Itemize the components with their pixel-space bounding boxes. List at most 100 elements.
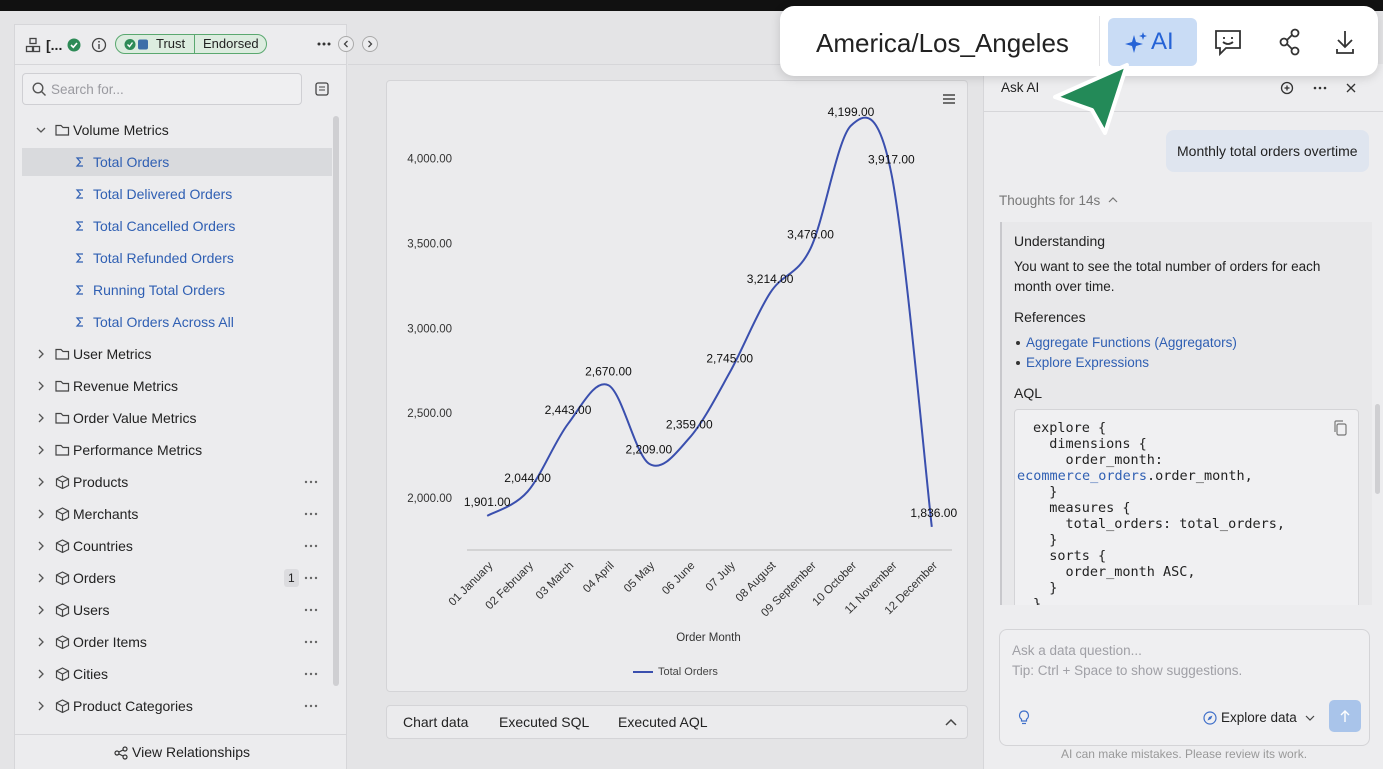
dot	[304, 608, 308, 612]
panel-title: Ask AI	[1001, 80, 1040, 95]
footer-label: View Relationships	[132, 744, 251, 760]
thoughts-toggle[interactable]: Thoughts for 14s	[999, 193, 1101, 208]
expand-icon[interactable]	[944, 717, 958, 727]
mode-select[interactable]: Explore data	[1221, 710, 1297, 725]
tree-icon	[38, 380, 70, 392]
tree-item[interactable]: Revenue Metrics	[73, 378, 179, 394]
code-line: }	[1033, 580, 1058, 596]
ai-button[interactable]: AI	[1108, 18, 1197, 66]
tree-icon	[38, 444, 70, 456]
count-badge: 1	[284, 569, 299, 587]
model-title: [...	[46, 37, 63, 53]
more-icon[interactable]	[316, 40, 332, 48]
tree-item[interactable]: Merchants	[73, 506, 139, 522]
reference-link[interactable]: Aggregate Functions (Aggregators)	[1026, 335, 1237, 350]
tree-item[interactable]: Products	[73, 474, 129, 490]
measure-icon	[75, 189, 83, 199]
code-line: measures {	[1033, 500, 1131, 516]
tab[interactable]: Executed AQL	[618, 714, 708, 730]
tree-item[interactable]: Performance Metrics	[73, 442, 203, 458]
dot	[304, 512, 308, 516]
tree-item[interactable]: Total Orders	[93, 154, 170, 170]
dot	[314, 704, 318, 708]
tree-item[interactable]: Product Categories	[73, 698, 193, 714]
sidebar: [... Trust Endorsed Search for... Volume…	[14, 24, 347, 769]
top-bar	[0, 0, 1383, 11]
y-tick-label: 3,500.00	[407, 238, 452, 250]
bulb-icon[interactable]	[1018, 710, 1030, 725]
tree-icon	[38, 412, 70, 424]
cube-icon	[55, 539, 70, 554]
dot	[309, 512, 313, 516]
tree-item[interactable]: Users	[73, 602, 110, 618]
chevron	[1305, 715, 1315, 721]
more-icon[interactable]	[304, 575, 318, 581]
more-icon[interactable]	[304, 639, 318, 645]
cube-icon	[55, 571, 70, 586]
input-box[interactable]: Ask a data question... Tip: Ctrl + Space…	[999, 629, 1370, 746]
more-icon[interactable]	[304, 703, 318, 709]
folder-icon	[55, 444, 70, 456]
divider	[15, 64, 346, 65]
timezone[interactable]: America/Los_Angeles	[816, 28, 1069, 58]
tree-item[interactable]: Order Value Metrics	[73, 410, 197, 426]
badge-divider	[194, 35, 195, 53]
tree-item[interactable]: Orders	[73, 570, 116, 586]
series-line	[486, 116, 933, 528]
info-icon[interactable]	[91, 37, 107, 53]
chevron	[38, 637, 44, 647]
code-line: order_month ASC,	[1033, 564, 1196, 580]
dot	[304, 672, 308, 676]
tree-item[interactable]: Total Delivered Orders	[93, 186, 233, 202]
tree-item[interactable]: User Metrics	[73, 346, 152, 362]
ai-label: AI	[1151, 28, 1174, 55]
dot	[314, 576, 318, 580]
y-tick-label: 2,500.00	[407, 408, 452, 420]
tree-item[interactable]: Volume Metrics	[73, 122, 169, 138]
panel-icons[interactable]	[1280, 81, 1360, 95]
tab[interactable]: Executed SQL	[499, 714, 590, 730]
send-button[interactable]	[1329, 700, 1361, 732]
input-tip: Tip: Ctrl + Space to show suggestions.	[1012, 663, 1243, 678]
dot	[309, 704, 313, 708]
footer[interactable]: View Relationships	[15, 734, 346, 769]
badge-label: Trust	[156, 36, 186, 51]
menu-icon[interactable]	[943, 93, 955, 105]
code-text: .order_month,	[1147, 468, 1253, 484]
more-icon[interactable]	[304, 479, 318, 485]
tab[interactable]: Chart data	[403, 714, 469, 730]
scrollbar	[333, 116, 339, 686]
chevron	[38, 477, 44, 487]
search-box[interactable]: Search for...	[22, 73, 302, 105]
more-icon[interactable]	[304, 511, 318, 517]
tree-icon	[75, 253, 83, 263]
more-icon[interactable]	[304, 607, 318, 613]
tree-item[interactable]: Countries	[73, 538, 133, 554]
tree-item[interactable]: Running Total Orders	[93, 282, 226, 298]
tree-icon	[38, 667, 70, 682]
tree-item[interactable]: Cities	[73, 666, 109, 682]
reference-link[interactable]: Explore Expressions	[1026, 355, 1150, 370]
more-icon[interactable]	[304, 671, 318, 677]
code-line: explore {	[1033, 420, 1107, 436]
tree-item[interactable]: Total Cancelled Orders	[93, 218, 236, 234]
toolbar-icons[interactable]	[1212, 28, 1362, 58]
cube-icon	[55, 475, 70, 490]
dot	[304, 640, 308, 644]
copy-icon[interactable]	[1333, 420, 1347, 436]
tree-item[interactable]: Total Refunded Orders	[93, 250, 234, 266]
divider	[1099, 16, 1100, 66]
folder-icon	[55, 380, 70, 392]
filter-icon[interactable]	[315, 82, 329, 96]
model-icon	[25, 37, 41, 53]
tree-item[interactable]: Total Orders Across All	[93, 314, 234, 330]
code-line: }	[1033, 596, 1042, 605]
x-tick-label: 07 July	[704, 560, 738, 594]
dot	[314, 608, 318, 612]
chevron	[36, 127, 46, 133]
data-label: 1,836.00	[910, 506, 957, 520]
more-icon[interactable]	[304, 543, 318, 549]
code-line: order_month:	[1033, 452, 1164, 468]
tree-item[interactable]: Order Items	[73, 634, 147, 650]
collapse-buttons[interactable]	[338, 35, 380, 53]
